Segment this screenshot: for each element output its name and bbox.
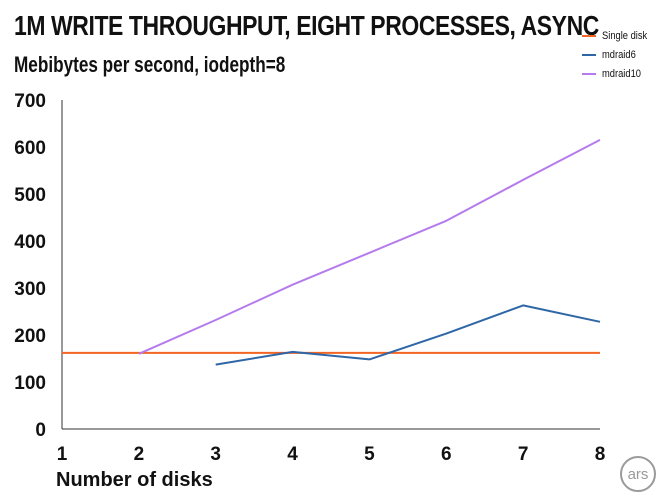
legend-label-mdraid10: mdraid10 bbox=[602, 67, 641, 80]
x-tick-label: 7 bbox=[518, 444, 529, 465]
x-tick-label: 2 bbox=[134, 444, 145, 465]
series-lines bbox=[62, 139, 601, 366]
chart-subtitle: Mebibytes per second, iodepth=8 bbox=[14, 52, 286, 77]
series-line-mdraid6 bbox=[215, 304, 601, 366]
y-tick-label: 700 bbox=[14, 91, 46, 112]
x-tick-label: 8 bbox=[595, 444, 606, 465]
legend-swatch-mdraid6 bbox=[582, 53, 596, 56]
legend: Single disk mdraid6 mdraid10 bbox=[582, 26, 655, 83]
series-line-mdraid10 bbox=[138, 139, 601, 355]
legend-label-single-disk: Single disk bbox=[602, 29, 648, 42]
x-tick-label: 4 bbox=[287, 444, 298, 465]
y-tick-label: 400 bbox=[14, 232, 46, 253]
y-tick-label: 500 bbox=[14, 185, 46, 206]
legend-swatch-mdraid10 bbox=[582, 72, 596, 75]
legend-label-mdraid6: mdraid6 bbox=[602, 48, 636, 61]
x-tick-label: 3 bbox=[210, 444, 221, 465]
axes bbox=[61, 100, 600, 430]
x-tick-label: 1 bbox=[57, 444, 68, 465]
y-tick-label: 200 bbox=[14, 326, 46, 347]
x-tick-label: 5 bbox=[364, 444, 375, 465]
y-tick-label: 300 bbox=[14, 279, 46, 300]
x-tick-label: 6 bbox=[441, 444, 452, 465]
chart-title: 1M WRITE THROUGHPUT, EIGHT PROCESSES, AS… bbox=[14, 10, 599, 41]
legend-item-single-disk: Single disk bbox=[582, 26, 655, 45]
x-tick-labels: 1 2 3 4 5 6 7 8 bbox=[57, 444, 606, 465]
legend-item-mdraid10: mdraid10 bbox=[582, 64, 655, 83]
y-tick-labels: 0 100 200 300 400 500 600 700 bbox=[14, 91, 46, 441]
legend-item-mdraid6: mdraid6 bbox=[582, 45, 655, 64]
legend-swatch-single-disk bbox=[582, 34, 596, 37]
ars-logo: ars bbox=[620, 456, 656, 492]
y-tick-label: 0 bbox=[35, 420, 46, 441]
x-axis-label: Number of disks bbox=[56, 469, 213, 491]
y-tick-label: 600 bbox=[14, 138, 46, 159]
y-tick-label: 100 bbox=[14, 373, 46, 394]
